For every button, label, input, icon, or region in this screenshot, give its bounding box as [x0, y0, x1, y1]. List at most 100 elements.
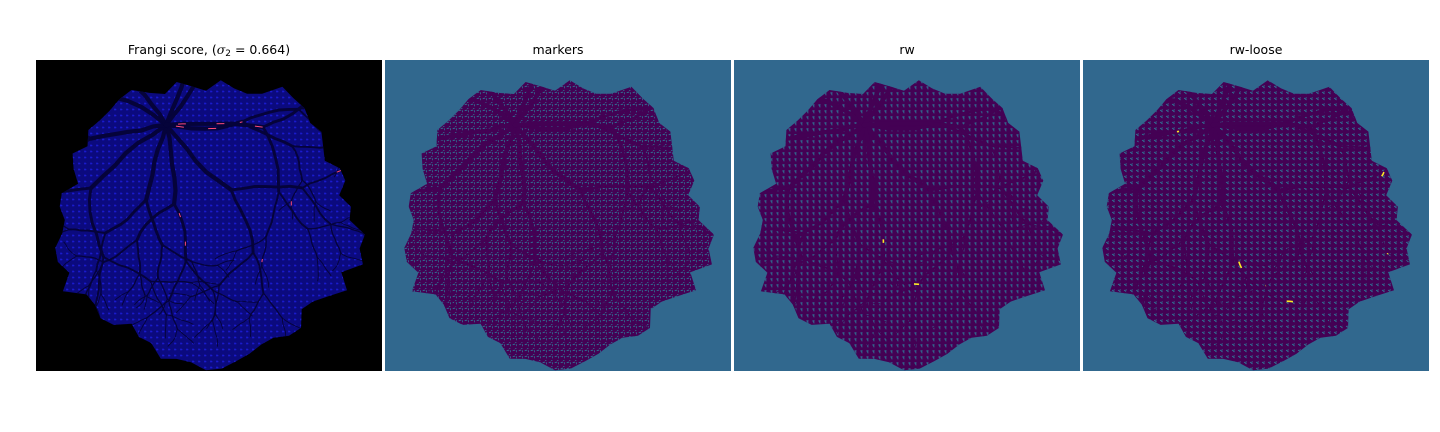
- vessel-segment: [611, 292, 633, 319]
- vessel-segment: [604, 265, 612, 285]
- vessel-segment: [161, 244, 193, 263]
- vessel-segment: [1362, 201, 1379, 212]
- vessel-segment: [262, 292, 284, 319]
- vessel-segment: [163, 80, 213, 128]
- capillary-texture: [1102, 80, 1412, 371]
- vessel-segment: [165, 314, 194, 325]
- vessel-segment: [301, 186, 332, 226]
- vessel-segment: [510, 244, 542, 263]
- vessel-segment: [816, 80, 867, 128]
- vessel-segment: [1038, 221, 1063, 232]
- vessel-segment: [999, 179, 1015, 203]
- markers-image: [385, 60, 731, 371]
- vessel-segment: [650, 186, 681, 226]
- vessel-segment: [443, 255, 454, 307]
- vessel-segment: [1142, 269, 1149, 295]
- vessel-segment: [306, 228, 318, 259]
- vessel-segment: [340, 252, 363, 261]
- vessel-segment: [493, 198, 513, 247]
- vessel-segment: [989, 145, 1002, 182]
- vessel-segment: [498, 280, 541, 284]
- vessel-segment: [689, 252, 712, 261]
- vessel-segment: [1107, 255, 1125, 269]
- vessel-segment: [521, 202, 537, 263]
- vessel-segment: [1135, 122, 1216, 141]
- vessel-segment: [290, 179, 303, 202]
- vessel-segment: [235, 236, 267, 252]
- vessel-segment: [1353, 228, 1365, 259]
- vessel-segment: [782, 269, 795, 296]
- vessel-segment: [960, 292, 982, 319]
- vessel-segment: [1211, 314, 1214, 339]
- vessel-segment: [626, 190, 658, 230]
- vessel-segment: [60, 255, 78, 269]
- vessel-segment: [114, 291, 129, 301]
- vessel-segment: [514, 314, 543, 325]
- vessel-segment: [1191, 122, 1216, 202]
- vessel-segment: [1028, 223, 1062, 234]
- vessel-segment: [578, 188, 604, 254]
- vessel-segment: [409, 255, 427, 269]
- vessel-segment: [681, 252, 691, 272]
- vessel-segment: [1237, 282, 1262, 304]
- vessel-segment: [512, 80, 562, 128]
- vessel-segment: [1161, 291, 1176, 301]
- vessel-segment: [149, 280, 192, 284]
- vessel-segment: [94, 255, 105, 307]
- vessel-segment: [655, 228, 667, 259]
- vessel-segment: [610, 125, 630, 194]
- vessel-segment: [1377, 223, 1411, 234]
- vessel-segment: [516, 328, 527, 347]
- vessel-segment: [792, 255, 803, 307]
- vessel-segment: [215, 314, 223, 329]
- vessel-segment: [1004, 228, 1016, 259]
- vessel-segment: [912, 250, 936, 260]
- vessel-segment: [1272, 250, 1285, 271]
- vessel-segment: [449, 293, 459, 311]
- vessel-segment: [950, 251, 963, 295]
- vessel-segment: [492, 294, 497, 310]
- vessel-segment: [163, 122, 178, 207]
- vessel-segment: [861, 121, 964, 130]
- vessel-segment: [927, 188, 953, 254]
- capillary-texture: [55, 80, 365, 371]
- vessel-segment: [1328, 317, 1348, 329]
- vessel-segment: [1165, 80, 1216, 128]
- vessel-segment: [1214, 328, 1225, 347]
- vessel-segment: [1147, 293, 1157, 311]
- vessel-segment: [517, 300, 528, 330]
- vessel-segment: [476, 273, 490, 293]
- vessel-segment: [758, 255, 776, 269]
- vessel-segment: [1308, 265, 1317, 288]
- vessel-segment: [1203, 244, 1211, 279]
- vessel-segment: [597, 292, 614, 319]
- vessel-segment: [513, 314, 516, 339]
- vessel-segment: [495, 300, 519, 319]
- vessel-segment: [306, 221, 342, 230]
- vessel-segment: [1183, 239, 1189, 275]
- vessel-segment: [301, 179, 317, 203]
- vessel-segment: [1030, 252, 1040, 272]
- panel-frangi: [36, 60, 382, 371]
- vessel-segment: [100, 293, 110, 311]
- vessel-segment: [451, 255, 501, 283]
- vessel-segment: [539, 281, 571, 285]
- vessel-segment: [218, 251, 255, 287]
- vessel-segment: [1223, 328, 1242, 344]
- vessel-segment: [888, 282, 913, 304]
- vessel-segment: [866, 300, 877, 330]
- vessel-segment: [1363, 257, 1379, 277]
- frangi-title-subscript: 2: [225, 49, 231, 59]
- vessel-segment: [1168, 291, 1176, 306]
- vessel-segment: [861, 122, 876, 207]
- vessel-segment: [916, 251, 953, 287]
- vessel-segment: [904, 314, 915, 329]
- vessel-segment: [316, 257, 319, 282]
- vessel-segment: [825, 273, 839, 293]
- vessel-segment: [834, 239, 840, 275]
- vessel-segment: [581, 317, 599, 330]
- vessel-segment: [597, 317, 601, 337]
- vessel-segment: [665, 257, 681, 277]
- vessel-segment: [316, 257, 332, 277]
- vessel-segment: [1253, 314, 1264, 329]
